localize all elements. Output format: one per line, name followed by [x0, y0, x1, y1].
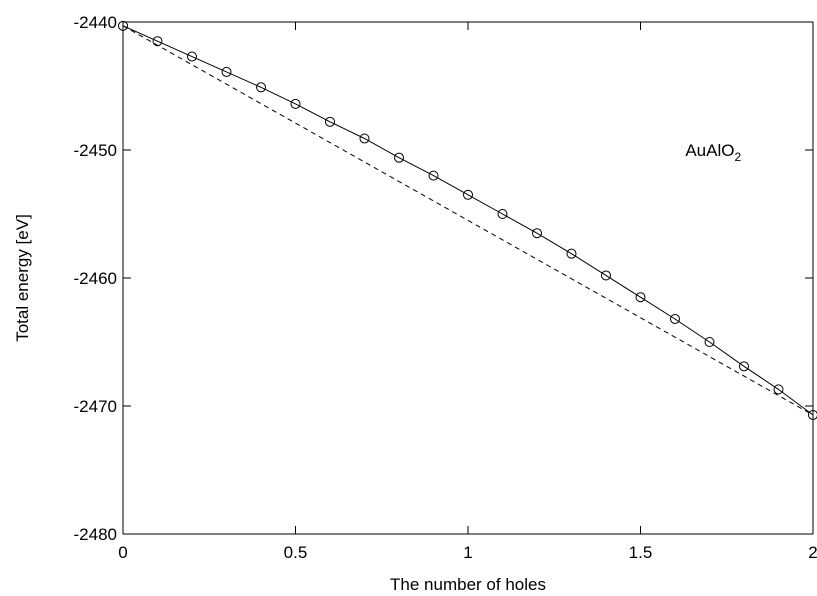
y-tick-label: -2470	[74, 397, 117, 416]
x-tick-label: 1.5	[629, 543, 653, 562]
data-point	[497, 209, 508, 219]
data-point	[635, 292, 646, 303]
x-tick-label: 0.5	[284, 543, 308, 562]
x-tick-label: 1	[463, 543, 472, 562]
y-tick-label: -2450	[74, 141, 117, 160]
data-point	[532, 228, 542, 239]
data-point	[773, 384, 784, 395]
data-point	[704, 337, 715, 347]
series-layer	[118, 20, 817, 420]
y-axis-label: Total energy [eV]	[13, 214, 32, 342]
data-point	[394, 152, 404, 163]
data-point	[463, 189, 473, 200]
ticks-layer: 0 0.5 1 1.5 2 -2440 -2450 -2460 -2470 -2480	[74, 13, 817, 562]
dashed-reference-line	[122, 25, 814, 416]
y-tick-label: -2440	[74, 13, 117, 32]
data-point	[118, 20, 128, 31]
compound-label-subscript: 2	[734, 150, 741, 164]
data-point	[325, 116, 335, 127]
x-tick-label: 2	[808, 543, 817, 562]
data-point	[670, 313, 680, 324]
y-tick-label: -2460	[74, 269, 117, 288]
data-point	[808, 409, 817, 420]
data-point	[221, 66, 232, 77]
data-point	[290, 98, 301, 109]
data-point	[187, 51, 197, 62]
data-point	[428, 170, 439, 181]
compound-label: AuAlO2	[685, 141, 741, 164]
energy-curve-line	[122, 25, 814, 416]
data-point	[359, 133, 370, 144]
x-tick-label: 0	[118, 543, 127, 562]
data-point	[256, 82, 266, 93]
y-tick-label: -2480	[74, 525, 117, 544]
data-point	[739, 361, 749, 372]
plot-frame	[122, 21, 814, 535]
compound-label-main: AuAlO	[685, 141, 734, 160]
data-point	[566, 248, 577, 259]
x-axis-label: The number of holes	[390, 575, 546, 594]
data-point	[601, 270, 611, 281]
